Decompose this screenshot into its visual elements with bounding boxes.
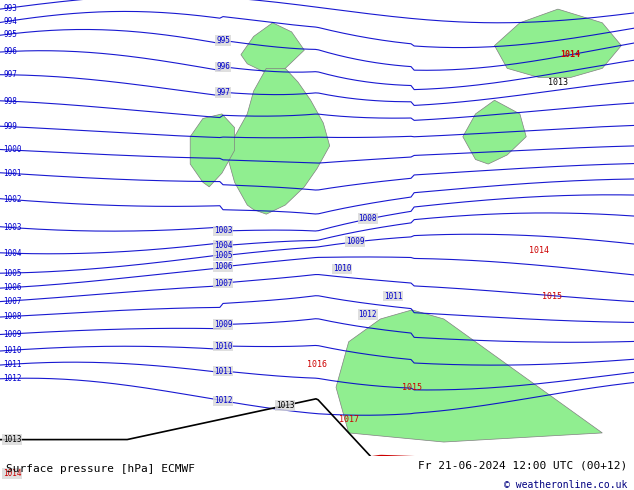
Text: 1007: 1007: [214, 278, 232, 288]
Text: 998: 998: [3, 97, 17, 105]
Text: 1014: 1014: [560, 50, 581, 59]
Text: 994: 994: [3, 17, 17, 26]
Text: 1005: 1005: [214, 251, 232, 260]
Polygon shape: [336, 310, 602, 442]
Text: 995: 995: [216, 36, 230, 45]
Text: 1007: 1007: [3, 296, 22, 306]
Text: 997: 997: [3, 70, 17, 79]
Text: 1015: 1015: [541, 292, 562, 301]
Text: 1017: 1017: [339, 415, 359, 424]
Text: 1014: 1014: [529, 246, 549, 255]
Text: 1010: 1010: [214, 342, 232, 350]
Text: 1000: 1000: [3, 146, 22, 154]
Polygon shape: [190, 114, 235, 187]
Text: 997: 997: [216, 88, 230, 97]
Text: 1009: 1009: [3, 330, 22, 339]
Text: 1014: 1014: [3, 469, 22, 478]
Text: 1001: 1001: [3, 169, 22, 178]
Polygon shape: [463, 100, 526, 164]
Text: 1015: 1015: [402, 383, 422, 392]
Text: 1010: 1010: [3, 346, 22, 355]
Text: 1009: 1009: [346, 237, 365, 246]
Polygon shape: [495, 9, 621, 77]
Text: 1003: 1003: [3, 222, 22, 232]
Text: 1011: 1011: [384, 292, 403, 301]
Polygon shape: [241, 23, 304, 73]
Text: 1005: 1005: [3, 269, 22, 278]
Text: 1009: 1009: [214, 320, 232, 329]
Text: 1002: 1002: [3, 195, 22, 204]
Text: 993: 993: [3, 4, 17, 13]
Text: 1013: 1013: [548, 77, 568, 87]
Text: 1010: 1010: [333, 265, 352, 273]
Text: 1011: 1011: [3, 360, 22, 369]
Text: 1004: 1004: [3, 248, 22, 258]
Text: Fr 21-06-2024 12:00 UTC (00+12): Fr 21-06-2024 12:00 UTC (00+12): [418, 461, 628, 471]
Text: 995: 995: [3, 30, 17, 39]
Text: 1012: 1012: [3, 374, 22, 383]
Text: 1006: 1006: [3, 283, 22, 293]
Text: 1012: 1012: [214, 396, 232, 405]
Text: 1008: 1008: [3, 312, 22, 321]
Text: © weatheronline.co.uk: © weatheronline.co.uk: [504, 480, 628, 490]
Text: 1016: 1016: [307, 360, 327, 369]
Text: Surface pressure [hPa] ECMWF: Surface pressure [hPa] ECMWF: [6, 465, 195, 474]
Text: 996: 996: [3, 47, 17, 56]
Text: 996: 996: [216, 62, 230, 72]
Text: 1011: 1011: [214, 367, 232, 375]
Text: 1006: 1006: [214, 262, 232, 271]
Text: 1013: 1013: [3, 435, 22, 444]
Text: 1012: 1012: [358, 310, 377, 319]
Text: 999: 999: [3, 122, 17, 131]
Text: 1013: 1013: [276, 401, 295, 410]
Polygon shape: [228, 68, 330, 214]
Text: 1004: 1004: [214, 241, 232, 250]
Text: 1003: 1003: [214, 226, 232, 235]
Text: 1008: 1008: [358, 214, 377, 223]
